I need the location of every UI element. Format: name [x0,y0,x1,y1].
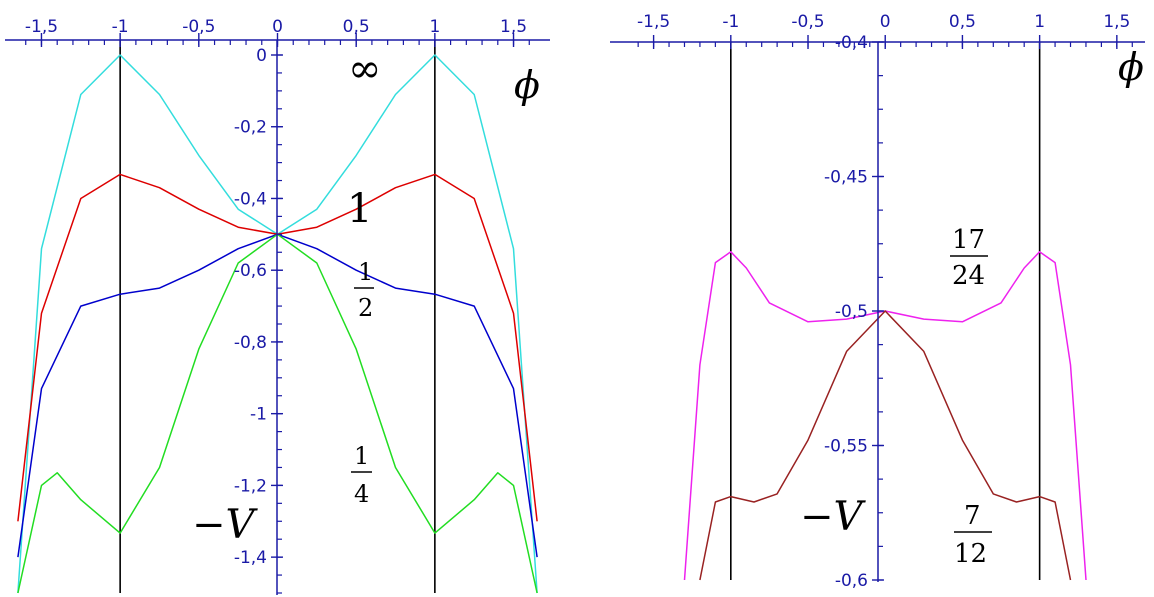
x-tick-label: 0,5 [949,12,976,32]
x-tick-label: 0 [272,17,283,37]
x-tick-label: 0 [880,12,891,32]
label-one-quarter: 1 4 [351,442,372,508]
svg-text:1: 1 [354,442,369,470]
svg-text:4: 4 [354,480,369,508]
y-tick-label: -1,4 [234,548,267,568]
x-tick-label: -1 [112,17,129,37]
x-tick-label: 1,5 [500,17,527,37]
x-tick-label: -1 [722,12,739,32]
series-line-0 [683,251,1087,581]
right-ylabel: −V [800,494,867,540]
x-tick-label: 0,5 [343,17,370,37]
y-tick-label: -1 [250,405,267,425]
x-tick-label: 1 [1034,12,1045,32]
y-tick-label: -0,4 [835,33,868,53]
svg-text:1: 1 [358,258,373,286]
y-tick-label: -0,8 [234,333,267,353]
svg-text:24: 24 [952,261,985,291]
y-tick-label: -0,4 [234,189,267,209]
label-seven-twelfths: 7 12 [954,501,992,569]
x-tick-label: -1,5 [25,17,58,37]
y-tick-label: -0,6 [835,571,868,591]
svg-text:7: 7 [964,501,981,531]
y-tick-label: -0,45 [824,168,868,188]
x-tick-label: -0,5 [182,17,215,37]
x-tick-label: 1 [429,17,440,37]
left-xlabel: ϕ [514,63,540,107]
left-chart: -1,5 -1 -0,5 0 0,5 1 1,5 0 -0,2 -0,4 -0,6 -0,8 -1 -1,… [5,17,550,595]
y-tick-label: 0 [256,46,267,66]
left-ylabel: −V [192,502,259,548]
label-one: 1 [347,186,372,232]
svg-text:2: 2 [358,294,373,322]
svg-text:17: 17 [952,225,985,255]
label-seventeen-twentyfourths: 17 24 [950,225,988,291]
x-tick-label: -0,5 [791,12,824,32]
right-chart: -1,5 -1 -0,5 0 0,5 1 1,5 -0,4 -0,45 -0,5 -0,55 -0,6 [610,12,1145,591]
y-tick-label: -1,2 [234,476,267,496]
svg-text:12: 12 [954,539,987,569]
y-tick-label: -0,6 [234,261,267,281]
x-tick-label: -1,5 [637,12,670,32]
y-tick-label: -0,2 [234,118,267,138]
y-tick-label: -0,5 [835,302,868,322]
right-xlabel: ϕ [1118,45,1144,89]
y-tick-label: -0,55 [824,437,868,457]
series-line-1 [699,310,1072,581]
label-one-half: 1 2 [354,258,374,322]
x-tick-label: 1,5 [1103,12,1130,32]
label-infinity: ∞ [348,46,381,92]
